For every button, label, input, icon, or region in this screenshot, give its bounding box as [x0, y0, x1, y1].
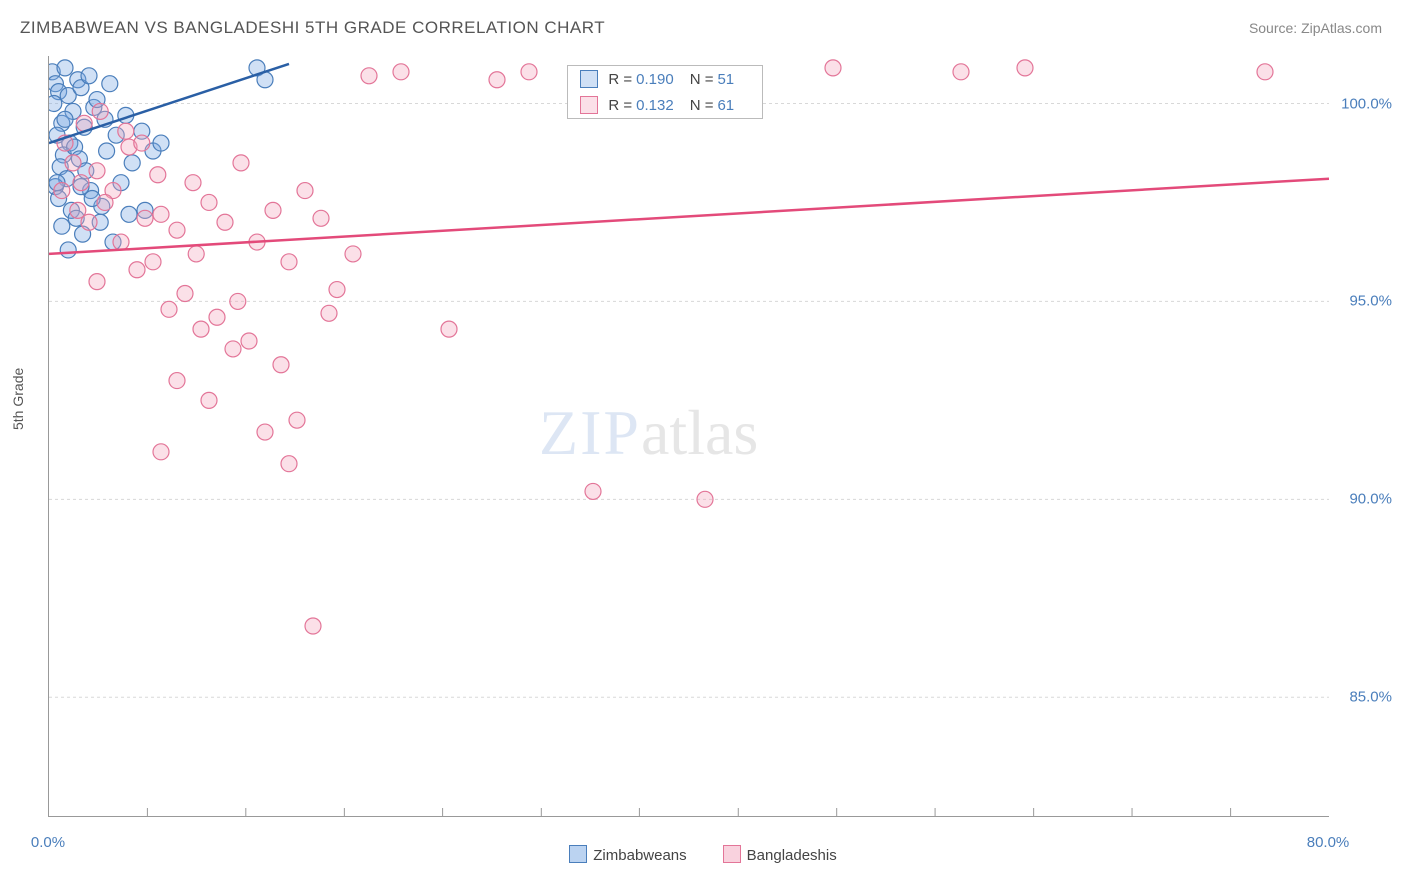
scatter-plot-svg	[49, 56, 1329, 816]
scatter-point	[201, 194, 217, 210]
scatter-point	[233, 155, 249, 171]
scatter-point	[73, 175, 89, 191]
stat-n-value: 61	[717, 97, 734, 114]
stat-n-value: 51	[717, 71, 734, 88]
scatter-point	[169, 373, 185, 389]
scatter-point	[97, 194, 113, 210]
scatter-point	[345, 246, 361, 262]
scatter-point	[57, 60, 73, 76]
stats-legend-box: R =0.190 N =51 R =0.132 N =61	[567, 65, 763, 119]
stat-n-label: N =	[690, 97, 714, 114]
stat-r-value: 0.190	[636, 71, 674, 88]
scatter-point	[521, 64, 537, 80]
scatter-point	[201, 392, 217, 408]
scatter-point	[188, 246, 204, 262]
scatter-point	[241, 333, 257, 349]
scatter-point	[54, 183, 70, 199]
legend-label: Bangladeshis	[747, 847, 837, 864]
scatter-point	[281, 254, 297, 270]
scatter-point	[441, 321, 457, 337]
legend-item: Bangladeshis	[723, 845, 837, 864]
scatter-point	[225, 341, 241, 357]
plot-area: ZIPatlas R =0.190N =51R =0.132N =61	[48, 56, 1329, 817]
scatter-point	[169, 222, 185, 238]
y-axis-label: 5th Grade	[10, 368, 26, 430]
scatter-point	[273, 357, 289, 373]
scatter-point	[321, 305, 337, 321]
scatter-point	[121, 206, 137, 222]
scatter-point	[193, 321, 209, 337]
source-label: Source: ZipAtlas.com	[1249, 20, 1382, 36]
scatter-point	[129, 262, 145, 278]
scatter-point	[99, 143, 115, 159]
scatter-point	[361, 68, 377, 84]
scatter-point	[177, 286, 193, 302]
scatter-point	[102, 76, 118, 92]
stat-r-value: 0.132	[636, 97, 674, 114]
scatter-point	[297, 183, 313, 199]
scatter-point	[393, 64, 409, 80]
scatter-point	[217, 214, 233, 230]
scatter-point	[1017, 60, 1033, 76]
scatter-point	[953, 64, 969, 80]
scatter-point	[54, 218, 70, 234]
scatter-point	[150, 167, 166, 183]
scatter-point	[81, 68, 97, 84]
scatter-point	[313, 210, 329, 226]
scatter-point	[145, 254, 161, 270]
legend-swatch-icon	[569, 845, 587, 863]
y-tick-label: 90.0%	[1349, 491, 1392, 508]
y-tick-label: 95.0%	[1349, 293, 1392, 310]
scatter-point	[57, 111, 73, 127]
chart-title: ZIMBABWEAN VS BANGLADESHI 5TH GRADE CORR…	[20, 18, 605, 38]
scatter-point	[92, 103, 108, 119]
scatter-point	[230, 293, 246, 309]
stat-n-label: N =	[690, 71, 714, 88]
scatter-point	[153, 135, 169, 151]
scatter-point	[289, 412, 305, 428]
scatter-point	[60, 242, 76, 258]
scatter-point	[265, 202, 281, 218]
scatter-point	[825, 60, 841, 76]
scatter-point	[70, 202, 86, 218]
scatter-point	[124, 155, 140, 171]
scatter-point	[1257, 64, 1273, 80]
legend-item: Zimbabweans	[569, 845, 686, 864]
legend-swatch-icon	[580, 96, 598, 114]
legend-swatch-icon	[580, 70, 598, 88]
scatter-point	[329, 282, 345, 298]
scatter-point	[585, 483, 601, 499]
scatter-point	[49, 96, 62, 112]
scatter-point	[153, 444, 169, 460]
scatter-point	[185, 175, 201, 191]
scatter-point	[257, 424, 273, 440]
scatter-point	[281, 456, 297, 472]
scatter-point	[209, 309, 225, 325]
scatter-point	[137, 210, 153, 226]
scatter-point	[305, 618, 321, 634]
stats-row: R =0.190 N =51	[568, 66, 762, 92]
scatter-point	[89, 274, 105, 290]
bottom-legend: Zimbabweans Bangladeshis	[0, 845, 1406, 864]
y-tick-label: 100.0%	[1341, 95, 1392, 112]
scatter-point	[89, 163, 105, 179]
scatter-point	[697, 491, 713, 507]
scatter-point	[153, 206, 169, 222]
stats-row: R =0.132 N =61	[568, 92, 762, 118]
scatter-point	[134, 135, 150, 151]
scatter-point	[118, 123, 134, 139]
trend-line	[49, 179, 1329, 254]
scatter-point	[161, 301, 177, 317]
scatter-point	[489, 72, 505, 88]
scatter-point	[113, 234, 129, 250]
legend-swatch-icon	[723, 845, 741, 863]
chart-container: ZIMBABWEAN VS BANGLADESHI 5TH GRADE CORR…	[0, 0, 1406, 892]
legend-label: Zimbabweans	[593, 847, 686, 864]
scatter-point	[65, 155, 81, 171]
y-tick-label: 85.0%	[1349, 689, 1392, 706]
stat-r-label: R =	[608, 97, 632, 114]
stat-r-label: R =	[608, 71, 632, 88]
